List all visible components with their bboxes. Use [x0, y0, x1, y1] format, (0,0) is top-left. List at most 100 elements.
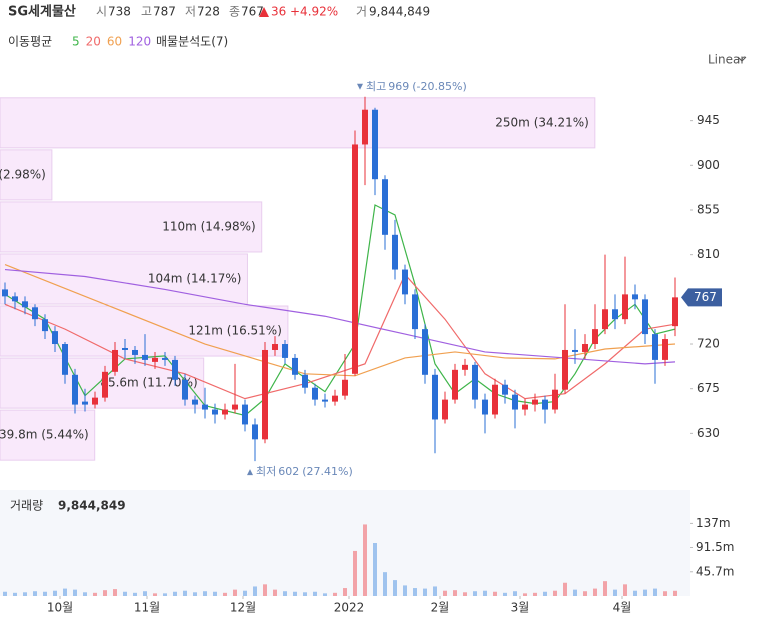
- volume-bar: [373, 543, 377, 596]
- volume-bar: [153, 593, 157, 596]
- volume-bar: [403, 585, 407, 596]
- volume-bar: [383, 572, 387, 596]
- scale-selector[interactable]: Linear: [708, 53, 745, 67]
- volume-bar: [353, 550, 357, 596]
- volume-bar: [603, 581, 607, 596]
- close-value: 767: [241, 5, 264, 19]
- volume-total: 9,844,849: [58, 499, 126, 513]
- high-value: 787: [153, 5, 176, 19]
- volume-bar: [123, 591, 127, 596]
- candle-body: [162, 357, 168, 360]
- candle-body: [662, 339, 668, 360]
- candle-body: [612, 309, 618, 320]
- ma-legend: 120: [128, 35, 151, 49]
- volume-bar: [213, 591, 217, 596]
- volume-bar: [93, 592, 97, 596]
- x-tick-label: 2022: [334, 601, 365, 615]
- volume-value: 9,844,849: [369, 5, 430, 19]
- volume-bar: [333, 592, 337, 596]
- up-arrow: [259, 7, 269, 17]
- x-tick-label: 4월: [613, 601, 632, 615]
- y-tick-label: 945: [697, 113, 720, 127]
- candle-body: [232, 404, 238, 410]
- volume-bar: [243, 590, 247, 596]
- y-tick-label: 855: [697, 202, 720, 216]
- change-pct: +4.92%: [290, 5, 338, 19]
- candle-body: [522, 404, 528, 410]
- candle-body: [502, 384, 508, 395]
- open-label: 시: [96, 5, 107, 19]
- candle-body: [292, 357, 298, 375]
- candle-body: [382, 179, 388, 235]
- volume-bar: [183, 590, 187, 596]
- candle-body: [112, 349, 118, 372]
- volume-bar: [433, 586, 437, 596]
- volume-bar: [303, 592, 307, 596]
- candle-body: [672, 297, 678, 327]
- volume-bar: [43, 591, 47, 596]
- candle-body: [132, 349, 138, 355]
- volume-bar: [23, 592, 27, 596]
- profile-bar: [0, 253, 248, 305]
- candle-body: [412, 294, 418, 330]
- profile-label: 110m (14.98%): [162, 219, 256, 233]
- volume-bar: [313, 591, 317, 596]
- candle-body: [352, 144, 358, 374]
- candle-body: [492, 384, 498, 415]
- volume-bar: [13, 592, 17, 596]
- volume-panel: [0, 490, 690, 596]
- volume-bar: [663, 591, 667, 596]
- close-label: 종: [229, 5, 240, 19]
- annotation-label: 최저: [256, 465, 276, 478]
- candle-body: [632, 294, 638, 300]
- volume-bar: [513, 591, 517, 596]
- volume-bar: [643, 589, 647, 596]
- volume-title: 거래량: [10, 499, 43, 513]
- candle-body: [82, 401, 88, 405]
- candle-body: [242, 404, 248, 425]
- ma-legend: 20: [86, 35, 101, 49]
- candle-body: [92, 397, 98, 405]
- ma-legend: 5: [72, 35, 80, 49]
- candle-body: [282, 344, 288, 358]
- candle-body: [432, 374, 438, 420]
- candle-body: [452, 369, 458, 400]
- volume-bar: [53, 590, 57, 596]
- x-tick-label: 3월: [511, 601, 530, 615]
- candle-body: [302, 374, 308, 388]
- annotation-arrow: [247, 469, 253, 476]
- candle-body: [472, 364, 478, 400]
- candle-body: [542, 399, 548, 410]
- profile-label: 250m (34.21%): [495, 115, 589, 129]
- volume-bar: [523, 593, 527, 596]
- candle-body: [202, 404, 208, 410]
- profile-title[interactable]: 매물분석도(7): [156, 35, 228, 49]
- volume-bar: [253, 586, 257, 596]
- ma-line: [4, 268, 676, 365]
- profile-bar: [0, 97, 596, 149]
- y-tick-label: 810: [697, 247, 720, 261]
- open-value: 738: [108, 5, 131, 19]
- y-tick-label: 675: [697, 381, 720, 395]
- volume-bar: [503, 592, 507, 596]
- annotation-value: 969: [388, 80, 409, 93]
- volume-bar: [293, 591, 297, 596]
- volume-label: 거: [356, 5, 367, 19]
- chevron[interactable]: [737, 56, 747, 62]
- candle-body: [182, 379, 188, 400]
- volume-bar: [413, 588, 417, 596]
- annotation-label: 최고: [366, 80, 386, 93]
- profile-label: 104m (14.17%): [148, 271, 242, 285]
- volume-bar: [563, 582, 567, 596]
- ma-legend: 60: [107, 35, 122, 49]
- volume-bar: [163, 593, 167, 596]
- volume-bar: [453, 590, 457, 596]
- candle-body: [512, 394, 518, 410]
- volume-bar: [173, 591, 177, 596]
- volume-bar: [273, 589, 277, 596]
- annotation-value: 602: [278, 465, 299, 478]
- candle-body: [142, 354, 148, 360]
- volume-bar: [483, 590, 487, 596]
- volume-bar: [63, 588, 67, 596]
- volume-bar: [203, 591, 207, 596]
